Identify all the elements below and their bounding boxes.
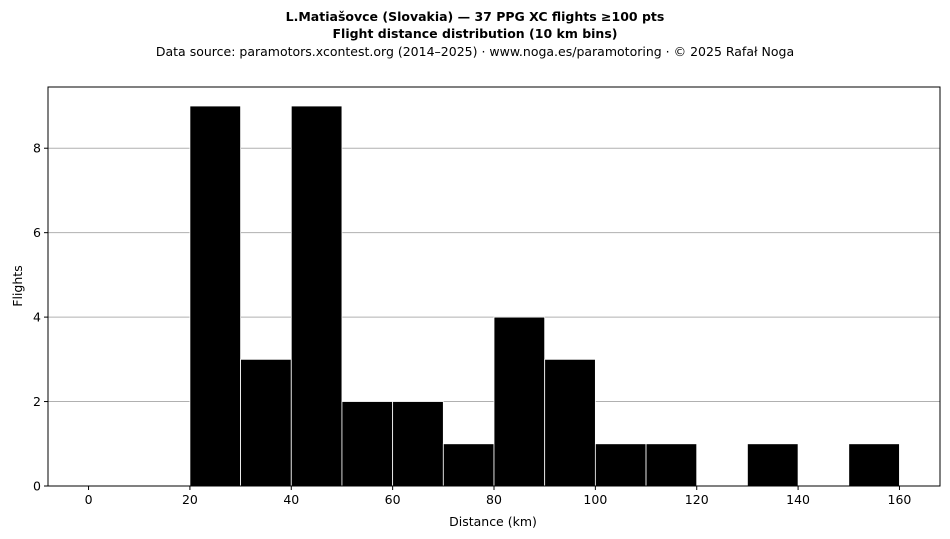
bar-40-50: [290, 105, 343, 487]
x-tick-label-20: 20: [182, 492, 198, 507]
bars: [189, 105, 900, 487]
y-tick-label-2: 2: [33, 394, 41, 409]
y-axis-label: Flights: [10, 265, 25, 306]
y-tick-label-8: 8: [33, 141, 41, 156]
bar-50-60: [341, 401, 394, 487]
chart-subtitle: Data source: paramotors.xcontest.org (20…: [156, 44, 794, 59]
bar-130-140: [747, 443, 799, 487]
x-tick-label-100: 100: [583, 492, 607, 507]
bar-20-30: [189, 105, 241, 487]
bar-30-40: [240, 358, 292, 487]
y-tick-label-4: 4: [33, 310, 41, 325]
bar-70-80: [442, 443, 495, 487]
x-axis-label: Distance (km): [449, 514, 537, 529]
y-axis-ticks: 0 2 4 6 8: [33, 141, 48, 494]
x-tick-label-0: 0: [85, 492, 93, 507]
x-axis-ticks: 0 20 40 60 80 100 120 140 160: [85, 486, 912, 507]
x-tick-label-160: 160: [888, 492, 912, 507]
bar-80-90: [493, 316, 546, 487]
bar-100-110: [594, 443, 647, 487]
x-tick-label-140: 140: [786, 492, 810, 507]
bar-60-70: [392, 401, 444, 487]
x-tick-label-60: 60: [385, 492, 401, 507]
x-tick-label-80: 80: [486, 492, 502, 507]
x-tick-label-40: 40: [283, 492, 299, 507]
bar-150-160: [848, 443, 900, 487]
chart-title-line1: L.Matiašovce (Slovakia) — 37 PPG XC flig…: [286, 9, 665, 24]
bar-110-120: [645, 443, 698, 487]
bar-90-100: [544, 358, 596, 487]
y-tick-label-0: 0: [33, 479, 41, 494]
y-tick-label-6: 6: [33, 225, 41, 240]
chart-title-line2: Flight distance distribution (10 km bins…: [333, 26, 618, 41]
x-tick-label-120: 120: [685, 492, 709, 507]
